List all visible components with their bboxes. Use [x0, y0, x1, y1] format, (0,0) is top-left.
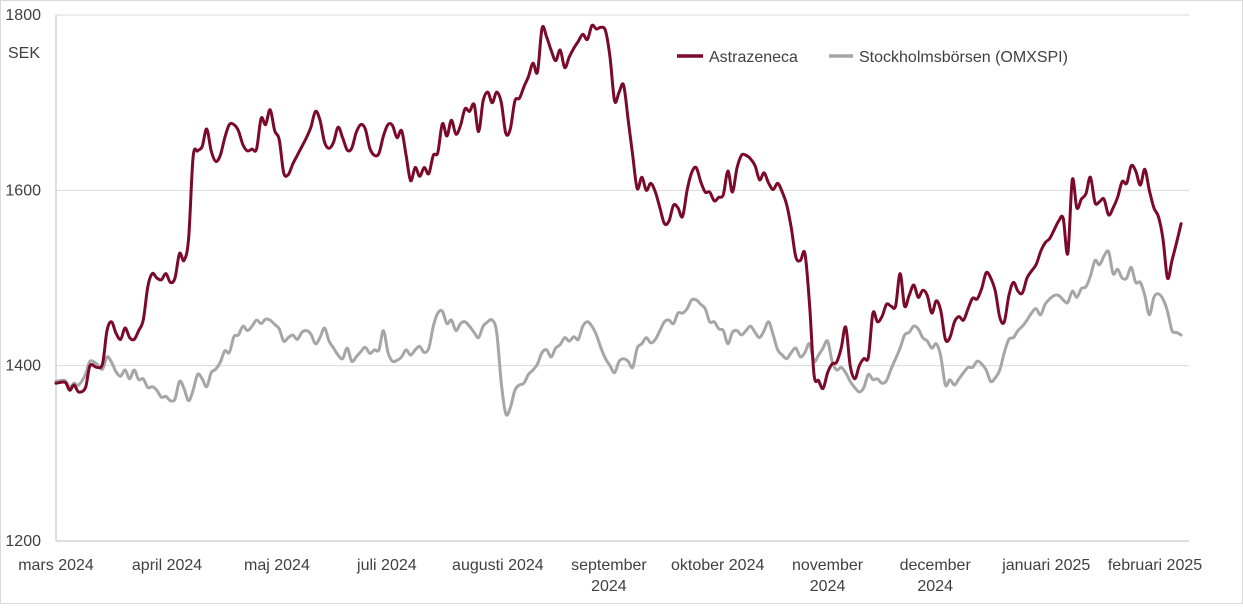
y-tick-label: 1200: [5, 533, 41, 550]
x-tick-label: januari 2025: [1001, 557, 1090, 574]
x-tick-label: maj 2024: [244, 557, 310, 574]
x-tick-label: november 2024: [792, 557, 864, 595]
y-tick-label: 1400: [5, 358, 41, 375]
x-tick-labels: mars 2024 april 2024 maj 2024 juli 2024 augu…: [18, 557, 1202, 595]
x-tick-label: augusti 2024: [452, 557, 544, 574]
x-tick-label: oktober 2024: [671, 557, 765, 574]
x-tick-label: september 2024: [571, 557, 647, 595]
axes: [55, 15, 1189, 542]
y-tick-labels: 1200 1400 1600 1800: [5, 7, 41, 550]
series-line-astrazeneca: [54, 23, 1183, 394]
x-tick-label: juli 2024: [356, 557, 417, 574]
x-tick-label: februari 2025: [1108, 557, 1202, 574]
x-tick-label: mars 2024: [18, 557, 94, 574]
legend: Astrazeneca Stockholmsbörsen (OMXSPI): [677, 49, 1068, 66]
legend-label-omxspi: Stockholmsbörsen (OMXSPI): [859, 49, 1068, 66]
y-tick-label: 1800: [5, 7, 41, 24]
x-tick-label: april 2024: [132, 557, 202, 574]
y-tick-label: 1600: [5, 182, 41, 199]
unit-label: SEK: [8, 45, 40, 62]
x-tick-label: december 2024: [900, 557, 972, 595]
legend-label-astrazeneca: Astrazeneca: [709, 49, 798, 66]
series-line-omxspi: [54, 249, 1183, 417]
series-lines: [54, 23, 1183, 417]
gridlines: [56, 14, 1189, 367]
